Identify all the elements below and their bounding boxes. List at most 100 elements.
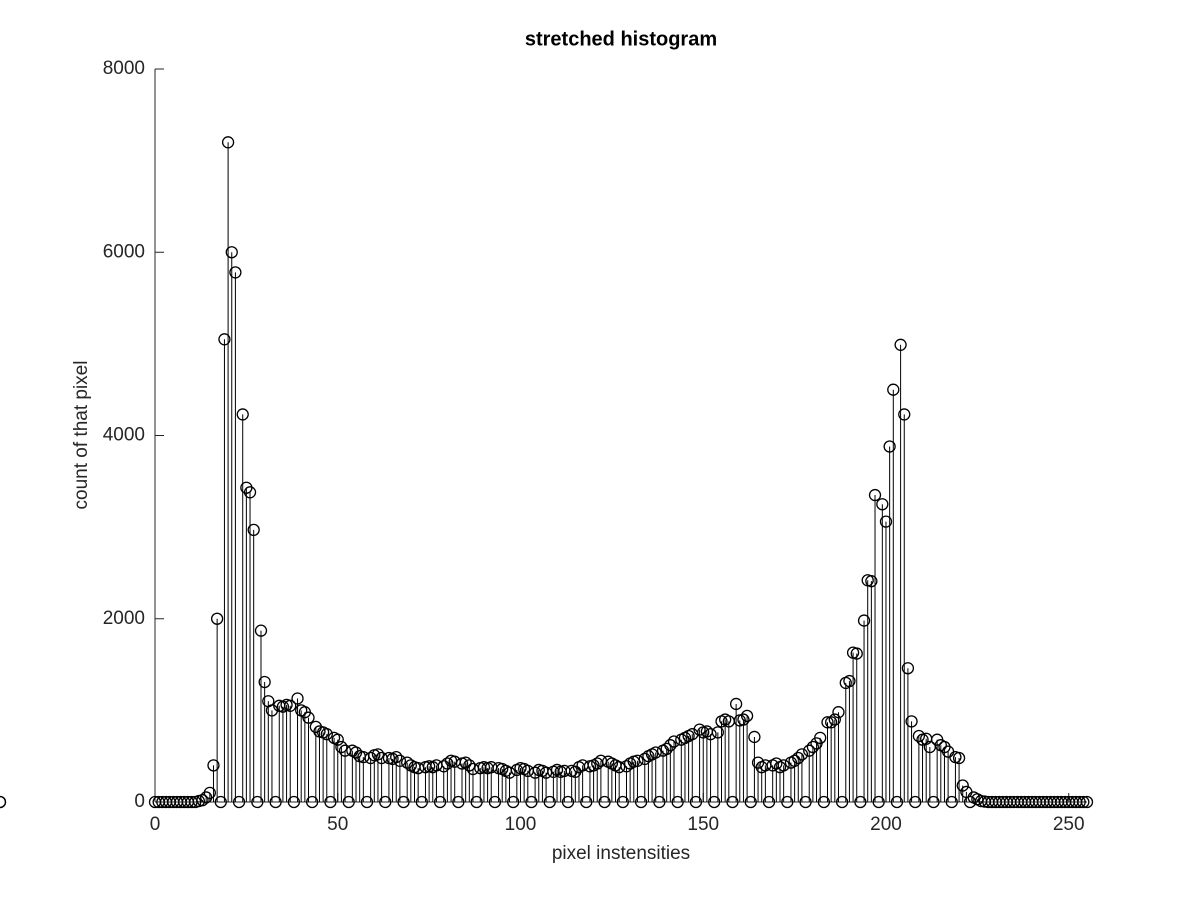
stem-marker — [269, 795, 282, 809]
stem-marker — [0, 795, 7, 809]
stem-marker — [927, 795, 940, 809]
stem-marker — [291, 692, 304, 705]
stem-marker — [868, 488, 882, 502]
stem-marker — [331, 733, 344, 746]
y-tick-label: 8000 — [103, 58, 145, 79]
stem-marker — [251, 795, 264, 809]
x-tick-label: 200 — [870, 814, 902, 835]
stem-marker — [832, 706, 845, 719]
y-tick-label: 0 — [134, 791, 145, 812]
stem-marker — [324, 795, 337, 809]
x-axis-label: pixel instensities — [552, 843, 690, 864]
stem-marker — [704, 728, 717, 741]
y-tick-label: 6000 — [103, 241, 145, 262]
x-tick-label: 250 — [1053, 814, 1085, 835]
stem-marker — [762, 795, 776, 809]
stem-marker — [828, 713, 841, 726]
stem-marker — [452, 795, 465, 809]
stem-marker — [441, 757, 454, 770]
stem-marker — [890, 795, 904, 809]
stem-marker — [898, 408, 911, 421]
stem-marker — [543, 795, 556, 809]
x-tick-label: 50 — [327, 814, 348, 835]
stem-marker — [433, 795, 447, 809]
stem-marker — [905, 715, 918, 728]
stem-marker — [287, 795, 301, 809]
stem-marker — [258, 675, 271, 689]
stem-marker — [302, 711, 315, 724]
stem-marker — [956, 779, 969, 792]
stem-marker — [781, 795, 794, 809]
stem-marker — [854, 795, 867, 809]
stem-marker — [580, 795, 593, 809]
stem-marker — [660, 742, 673, 756]
stem-marker — [667, 735, 681, 748]
stem-marker — [788, 754, 801, 767]
stem-marker — [909, 795, 922, 809]
stem-marker — [254, 624, 268, 637]
stem-marker — [876, 498, 889, 511]
stem-marker — [865, 575, 878, 588]
stem-marker — [821, 716, 834, 729]
stem-marker — [711, 726, 725, 739]
stem-marker — [634, 795, 648, 809]
stem-marker — [748, 730, 761, 744]
stem-marker — [415, 795, 428, 809]
stem-marker — [613, 761, 626, 774]
stem-marker — [806, 740, 820, 754]
stem-marker — [210, 612, 224, 625]
stem-marker — [817, 795, 830, 809]
stem-marker — [1077, 795, 1090, 809]
stem-marker — [342, 795, 355, 809]
chart-title: stretched histogram — [525, 28, 717, 50]
stem-marker — [1073, 795, 1086, 809]
stem-marker — [306, 795, 319, 809]
y-tick-label: 2000 — [103, 608, 145, 629]
stem-marker — [379, 795, 392, 809]
stem-marker — [945, 795, 958, 809]
stem-marker — [729, 697, 743, 711]
stem-marker — [803, 744, 816, 757]
stem-marker — [232, 795, 246, 809]
stem-marker — [1080, 795, 1094, 809]
stem-marker — [225, 246, 238, 259]
stem-marker — [795, 748, 809, 761]
stem-marker — [740, 709, 754, 723]
stem-marker — [901, 662, 915, 675]
stem-marker — [503, 766, 516, 779]
stem-marker — [664, 739, 677, 752]
stem-marker — [879, 515, 893, 528]
stem-marker — [952, 751, 966, 765]
x-tick-label: 0 — [150, 814, 161, 835]
stem-marker — [488, 795, 502, 809]
stem-marker — [393, 754, 407, 767]
stem-marker — [397, 795, 410, 809]
stem-marker — [371, 748, 385, 761]
stem-marker — [792, 751, 805, 765]
x-tick-label: 100 — [505, 814, 537, 835]
stem-marker — [525, 795, 538, 809]
stem-marker — [825, 716, 838, 729]
stem-marker — [320, 728, 333, 741]
stem-marker — [850, 647, 863, 660]
stem-marker — [843, 674, 856, 688]
stem-marker — [744, 795, 757, 809]
stem-marker — [894, 338, 907, 351]
stem-marker — [243, 486, 257, 499]
stem-marker — [616, 795, 629, 809]
stem-marker — [814, 731, 827, 745]
stem-marker — [470, 795, 483, 809]
stem-marker — [214, 795, 227, 809]
stem-marker — [390, 750, 403, 764]
stem-marker — [196, 794, 209, 807]
stem-marker — [598, 795, 611, 809]
stem-marker — [857, 614, 871, 627]
stem-marker — [459, 756, 472, 769]
stem-marker — [770, 757, 783, 770]
x-tick-label: 150 — [687, 814, 719, 835]
stem-marker — [708, 795, 721, 809]
stem-marker — [883, 440, 896, 453]
stem-marker — [671, 795, 684, 809]
stem-marker — [221, 136, 235, 149]
